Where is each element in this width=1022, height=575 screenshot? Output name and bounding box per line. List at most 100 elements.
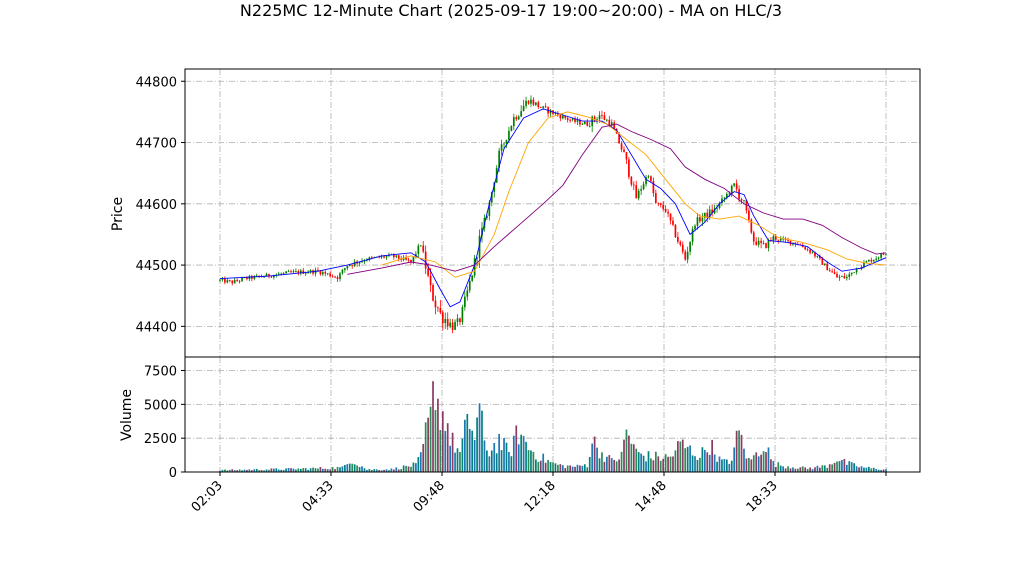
volume-bar — [669, 456, 672, 472]
volume-bar — [532, 451, 535, 472]
volume-bar — [334, 469, 336, 472]
candle-body — [280, 273, 283, 275]
volume-bar — [331, 467, 334, 472]
candle-body — [537, 102, 540, 108]
volume-bar — [375, 469, 378, 472]
candle-body — [520, 111, 523, 117]
chart-title: N225MC 12-Minute Chart (2025-09-17 19:00… — [239, 1, 783, 20]
candle-body — [503, 143, 505, 145]
price-y-axis: 44400 44500 44600 44700 44800 — [136, 75, 185, 335]
candle-body — [635, 185, 638, 199]
candle-body — [317, 269, 319, 271]
candle-body — [721, 198, 723, 204]
volume-bar — [378, 470, 381, 472]
volume-bar — [520, 434, 523, 472]
candle-body — [486, 215, 488, 219]
candle-body — [657, 202, 660, 204]
volume-bar — [348, 463, 351, 472]
candle-body — [762, 242, 765, 244]
volume-bar — [748, 458, 750, 472]
candle-body — [610, 122, 613, 126]
candle-body — [733, 183, 736, 186]
volume-bar — [336, 467, 339, 472]
candle-body — [684, 251, 687, 260]
volume-bar — [527, 450, 530, 472]
candle-body — [613, 122, 616, 129]
volume-bar — [657, 456, 660, 472]
volume-bar — [373, 469, 376, 472]
volume-bar — [625, 429, 628, 472]
volume-bar — [613, 459, 616, 472]
candle-body — [468, 280, 471, 291]
volume-bar — [579, 465, 581, 472]
candle-body — [557, 113, 559, 116]
candle-body — [295, 271, 297, 272]
volume-bar — [542, 453, 545, 472]
volume-bar — [664, 454, 667, 472]
volume-bar — [253, 469, 256, 472]
volume-bar — [246, 469, 248, 472]
volume-bar — [860, 466, 863, 472]
volume-bar — [588, 457, 591, 472]
volume-bar — [696, 459, 699, 472]
volume-bar — [476, 417, 478, 472]
volume-bar — [637, 452, 640, 472]
candle-body — [608, 119, 611, 126]
moving-average-line — [381, 111, 887, 278]
volume-bar — [583, 464, 586, 472]
volume-bar — [762, 451, 765, 472]
volume-bar — [574, 466, 576, 472]
candle-body — [273, 275, 275, 278]
candle-body — [331, 276, 334, 278]
volume-bar — [630, 443, 633, 472]
volume-bar — [326, 469, 329, 472]
time-x-axis: 02:03 04:33 09:48 12:18 14:48 18:33 — [189, 472, 887, 515]
volume-bar — [495, 453, 498, 472]
volume-bar — [488, 456, 491, 472]
candle-body — [564, 115, 567, 119]
volume-bar — [454, 452, 456, 472]
candle-body — [716, 207, 718, 209]
volume-bar — [831, 464, 833, 472]
price-axis-label: Price — [110, 197, 126, 231]
volume-bar — [606, 456, 608, 472]
candle-body — [512, 117, 515, 127]
volume-bar — [503, 437, 505, 472]
volume-bar — [598, 458, 601, 472]
volume-bar — [277, 469, 280, 472]
candle-body — [811, 252, 814, 254]
candle-body — [444, 319, 447, 324]
candle-body — [841, 276, 843, 277]
volume-bar — [505, 442, 508, 472]
volume-bar — [601, 452, 603, 472]
candle-body — [689, 241, 691, 252]
candle-body — [647, 176, 650, 178]
candle-body — [603, 115, 606, 120]
volume-bar — [586, 467, 589, 472]
candle-body — [238, 280, 241, 282]
volume-bar — [439, 429, 442, 472]
candle-body — [530, 99, 532, 104]
volume-bar — [868, 466, 870, 472]
volume-bar — [535, 459, 537, 472]
volume-bar — [544, 462, 547, 472]
volume-bar — [385, 469, 388, 472]
volume-bar — [549, 462, 552, 472]
candle-body — [297, 271, 300, 274]
volume-bar — [263, 470, 265, 472]
candle-body — [848, 274, 851, 277]
candle-body — [353, 261, 356, 266]
volume-bar — [799, 467, 802, 472]
candle-body — [378, 256, 381, 258]
volume-bar — [388, 470, 390, 472]
candle-body — [566, 118, 569, 120]
volume-bar — [608, 455, 611, 472]
volume-bar — [782, 466, 785, 472]
candle-body — [292, 271, 295, 273]
candle-body — [645, 177, 647, 185]
candle-body — [880, 253, 882, 258]
candle-body — [872, 259, 875, 262]
candle-body — [224, 278, 226, 283]
volume-bar — [819, 467, 821, 472]
